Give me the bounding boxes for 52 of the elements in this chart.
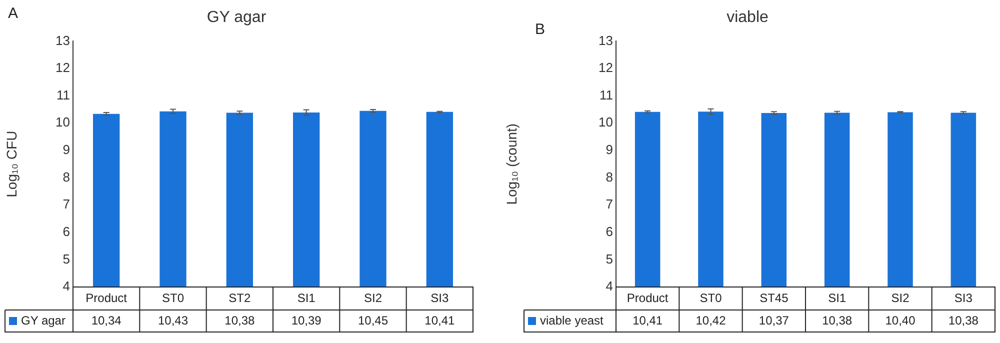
y-tick-label: 8 bbox=[62, 169, 70, 184]
x-tick-label: SI2 bbox=[891, 290, 910, 305]
y-axis-title: Log₁₀ (count) bbox=[503, 123, 520, 205]
data-label: 10,38 bbox=[224, 313, 256, 328]
y-tick-label: 4 bbox=[606, 278, 613, 294]
data-label: 10,38 bbox=[948, 313, 979, 328]
data-label: 10,34 bbox=[91, 313, 122, 328]
legend-label: GY agar bbox=[21, 313, 66, 328]
data-label: 10,39 bbox=[291, 313, 322, 328]
y-tick-label: 7 bbox=[606, 196, 613, 212]
data-label: 10,37 bbox=[758, 313, 790, 328]
x-tick-label: ST0 bbox=[700, 290, 722, 305]
data-label: 10,40 bbox=[885, 313, 916, 328]
x-tick-label: SI1 bbox=[297, 290, 316, 305]
y-tick-label: 5 bbox=[606, 251, 613, 266]
text: B bbox=[535, 21, 546, 38]
x-tick-label: ST2 bbox=[228, 290, 251, 305]
y-tick-label: 13 bbox=[56, 32, 70, 48]
data-label: 10,41 bbox=[632, 313, 663, 328]
x-tick-label: ST45 bbox=[760, 290, 789, 305]
x-tick-label: SI3 bbox=[430, 290, 449, 305]
data-label: 10,43 bbox=[158, 313, 188, 328]
data-label: 10,38 bbox=[822, 313, 852, 328]
legend-label: viable yeast bbox=[540, 313, 604, 328]
x-tick-label: Product bbox=[626, 290, 669, 305]
chart-title: GY agar bbox=[206, 9, 267, 26]
y-tick-label: 4 bbox=[62, 278, 70, 294]
y-tick-label: 6 bbox=[606, 224, 613, 239]
x-tick-label: Product bbox=[86, 290, 128, 305]
y-tick-label: 5 bbox=[62, 251, 70, 266]
y-tick-label: 9 bbox=[62, 142, 70, 158]
chart-title: viable bbox=[726, 9, 768, 26]
y-tick-label: 13 bbox=[598, 32, 613, 48]
text: A bbox=[8, 5, 18, 22]
y-axis-title: Log₁₀ CFU bbox=[3, 130, 20, 198]
x-tick-label: SI1 bbox=[828, 290, 846, 305]
y-tick-label: 7 bbox=[62, 196, 70, 212]
y-tick-label: 10 bbox=[56, 114, 70, 130]
y-tick-label: 11 bbox=[56, 87, 70, 102]
y-tick-label: 11 bbox=[600, 87, 613, 102]
data-label: 10,42 bbox=[696, 313, 726, 328]
y-tick-label: 10 bbox=[598, 114, 613, 130]
x-tick-label: SI3 bbox=[954, 290, 973, 305]
y-tick-label: 12 bbox=[56, 60, 70, 76]
y-tick-label: 6 bbox=[62, 224, 70, 239]
data-label: 10,41 bbox=[424, 313, 456, 328]
y-tick-label: 12 bbox=[598, 60, 613, 76]
x-tick-label: SI2 bbox=[364, 290, 382, 305]
data-label: 10,45 bbox=[358, 313, 388, 328]
x-tick-label: ST0 bbox=[162, 290, 184, 305]
y-tick-label: 8 bbox=[606, 169, 613, 184]
y-tick-label: 9 bbox=[606, 142, 613, 158]
